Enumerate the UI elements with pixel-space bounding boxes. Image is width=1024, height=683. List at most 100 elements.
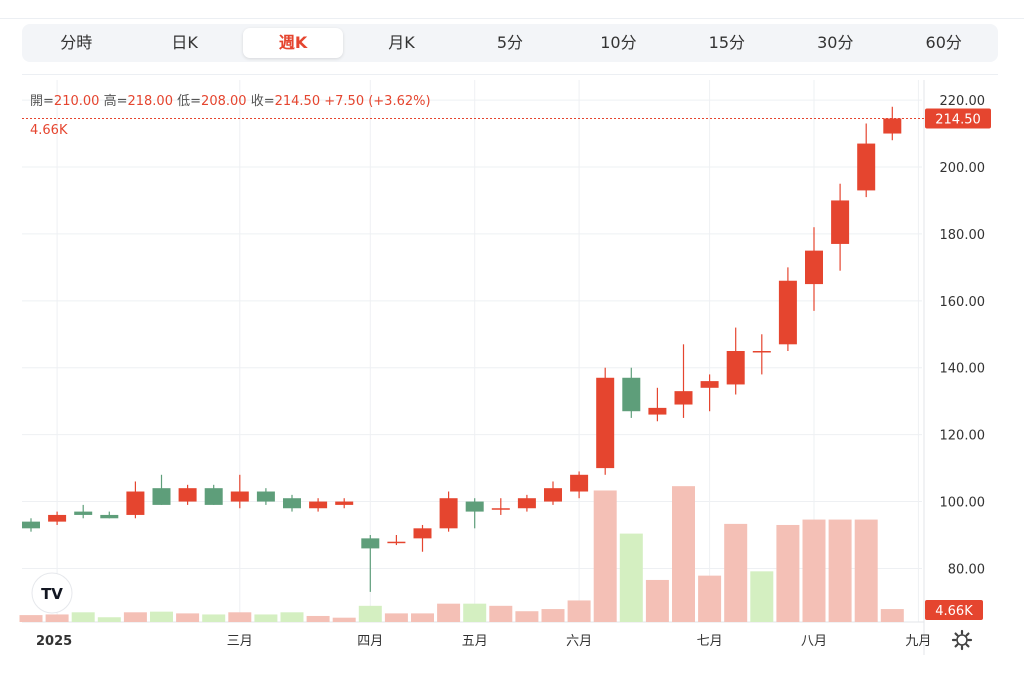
x-axis-labels: 2025 三月 四月 五月 六月 七月 八月 九月 xyxy=(36,634,931,649)
volume-bar-26 xyxy=(698,575,722,622)
candle-28[interactable] xyxy=(752,334,771,375)
volume-bar-21 xyxy=(567,600,591,622)
volume-bar-0 xyxy=(19,615,43,622)
candles xyxy=(22,106,902,592)
candle-10[interactable] xyxy=(283,494,301,512)
y-tick-label-4: 140.00 xyxy=(940,362,986,377)
x-tick-label-7: 九月 xyxy=(905,634,931,649)
candle-17[interactable] xyxy=(465,498,484,529)
x-tick-label-0: 2025 xyxy=(36,634,72,649)
candle-22[interactable] xyxy=(596,367,615,475)
volume-bar-4 xyxy=(123,612,147,622)
volume-bar-11 xyxy=(306,615,330,622)
volume-bar-1 xyxy=(45,614,69,622)
volume-bar-13 xyxy=(358,605,382,622)
volume-bar-25 xyxy=(672,486,695,622)
candle-16[interactable] xyxy=(439,491,458,532)
volume-bar-12 xyxy=(332,617,356,622)
volume-bars xyxy=(19,486,904,622)
x-tick-label-4: 六月 xyxy=(566,634,592,649)
volume-legend: 4.66K xyxy=(30,123,68,138)
candle-8[interactable] xyxy=(230,474,249,509)
volume-bar-33 xyxy=(880,609,904,622)
volume-bar-6 xyxy=(176,613,200,622)
tab-1[interactable]: 日K xyxy=(171,33,198,52)
candle-26[interactable] xyxy=(700,374,719,412)
tab-8[interactable]: 60分 xyxy=(925,33,962,52)
candle-25[interactable] xyxy=(674,344,693,418)
candle-14[interactable] xyxy=(387,535,406,546)
volume-bar-19 xyxy=(515,611,539,622)
volume-bar-28 xyxy=(750,571,774,622)
candle-2[interactable] xyxy=(74,504,93,519)
volume-bar-20 xyxy=(541,609,565,622)
settings-gear-icon[interactable] xyxy=(951,629,973,651)
candle-4[interactable] xyxy=(126,481,145,519)
candle-12[interactable] xyxy=(335,498,354,509)
candle-6[interactable] xyxy=(178,484,197,505)
candle-9[interactable] xyxy=(256,488,275,505)
candle-19[interactable] xyxy=(517,494,536,512)
candle-0[interactable] xyxy=(22,518,40,532)
tab-divider xyxy=(22,74,998,75)
candle-13[interactable] xyxy=(361,535,380,592)
volume-bar-27 xyxy=(724,523,748,622)
tab-7[interactable]: 30分 xyxy=(817,33,854,52)
candle-11[interactable] xyxy=(309,498,328,512)
y-tick-label-3: 160.00 xyxy=(940,295,986,310)
volume-bar-10 xyxy=(280,612,304,622)
y-tick-label-2: 180.00 xyxy=(940,228,986,243)
candle-15[interactable] xyxy=(413,524,432,552)
candle-20[interactable] xyxy=(544,481,562,505)
volume-bar-32 xyxy=(854,519,878,622)
tab-3[interactable]: 月K xyxy=(388,33,415,52)
tab-6[interactable]: 15分 xyxy=(708,33,746,52)
period-tab-bar: 分時 日K 週K 月K 5分 10分 15分 30分 60分 xyxy=(22,24,998,62)
volume-bar-18 xyxy=(489,605,513,622)
top-divider xyxy=(0,18,1024,19)
y-tick-label-5: 120.00 xyxy=(940,429,986,444)
candle-1[interactable] xyxy=(48,511,67,525)
volume-bar-5 xyxy=(150,611,173,622)
volume-bar-22 xyxy=(593,490,617,622)
volume-bar-8 xyxy=(228,612,252,622)
candle-29[interactable] xyxy=(778,267,797,351)
candle-31[interactable] xyxy=(831,183,850,271)
candle-27[interactable] xyxy=(726,327,745,395)
tab-4[interactable]: 5分 xyxy=(496,33,524,52)
volume-bar-17 xyxy=(463,603,487,622)
tab-5[interactable]: 10分 xyxy=(600,33,637,52)
volume-bar-29 xyxy=(776,524,800,622)
volume-bar-2 xyxy=(71,612,95,622)
volume-bar-7 xyxy=(202,614,226,622)
candle-33[interactable] xyxy=(883,106,902,141)
tab-0[interactable]: 分時 xyxy=(60,33,93,52)
x-tick-label-3: 五月 xyxy=(462,634,488,649)
candle-30[interactable] xyxy=(805,227,823,311)
y-tick-label-6: 100.00 xyxy=(940,496,986,511)
tab-2[interactable]: 週K xyxy=(242,28,344,58)
candle-32[interactable] xyxy=(857,123,876,198)
volume-bar-16 xyxy=(437,603,461,622)
ohlc-legend: 開=210.00 高=218.00 低=208.00 收=214.50 +7.5… xyxy=(30,93,431,109)
last-price-tag-text: 214.50 xyxy=(935,112,981,127)
candle-18[interactable] xyxy=(491,498,510,515)
volume-bar-31 xyxy=(828,519,852,622)
candle-21[interactable] xyxy=(570,471,589,499)
last-volume-tag: 4.66K xyxy=(925,600,983,620)
candle-23[interactable] xyxy=(622,367,641,418)
y-tick-label-1: 200.00 xyxy=(940,161,986,176)
candle-24[interactable] xyxy=(648,387,667,422)
candle-7[interactable] xyxy=(204,484,223,505)
candle-5[interactable] xyxy=(152,474,171,505)
candle-3[interactable] xyxy=(100,511,119,519)
y-tick-label-0: 220.00 xyxy=(940,94,986,109)
y-axis: 220.00 200.00 180.00 160.00 140.00 120.00 100.… xyxy=(940,94,986,577)
volume-bar-30 xyxy=(802,519,826,622)
tradingview-logo-text: TV xyxy=(41,585,63,603)
tradingview-logo[interactable]: TV xyxy=(31,572,73,614)
x-tick-label-6: 八月 xyxy=(801,634,827,649)
y-tick-label-7: 80.00 xyxy=(948,562,985,577)
volume-bar-14 xyxy=(384,613,408,622)
